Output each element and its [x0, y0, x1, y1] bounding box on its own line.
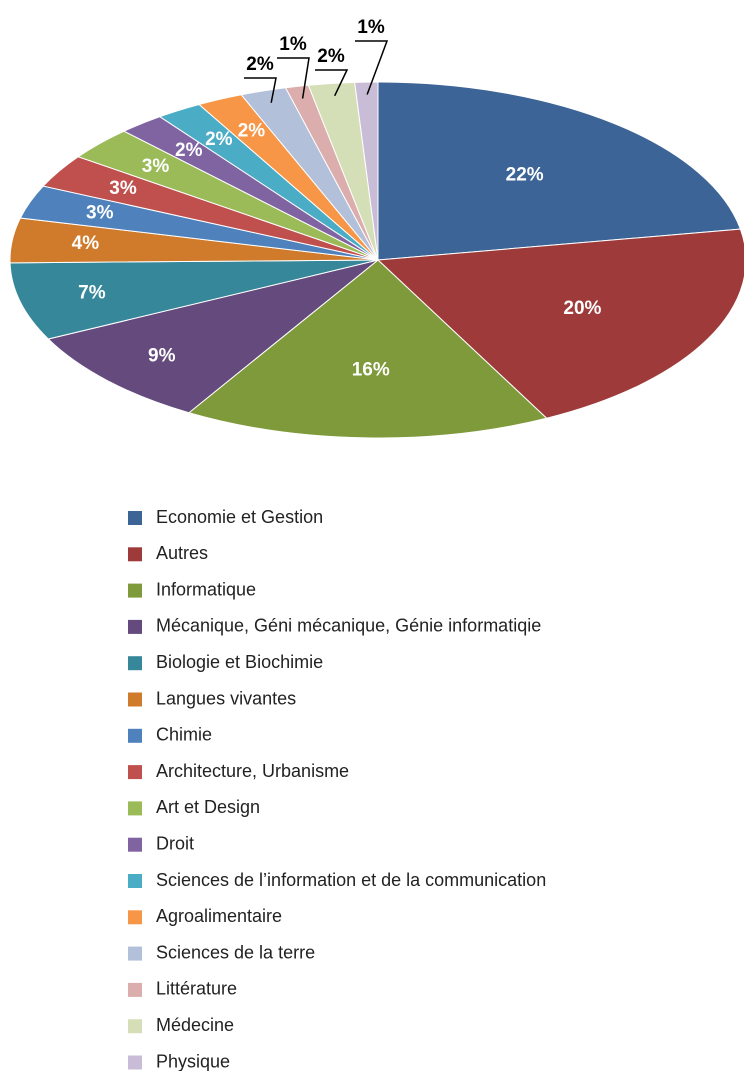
- legend-label: Droit: [156, 833, 194, 853]
- legend-swatch: [128, 982, 142, 997]
- legend-label: Sciences de l’information et de la commu…: [156, 870, 546, 890]
- data-label: 3%: [86, 202, 114, 223]
- data-label: 3%: [142, 156, 170, 177]
- legend-swatch: [128, 910, 142, 925]
- legend-label: Architecture, Urbanisme: [156, 761, 349, 781]
- leader-line: [315, 69, 349, 97]
- legend-label: Biologie et Biochimie: [156, 652, 323, 672]
- leader-line: [355, 40, 389, 95]
- legend-label: Sciences de la terre: [156, 942, 315, 962]
- legend-swatch: [128, 1055, 142, 1070]
- legend-swatch: [128, 583, 142, 598]
- legend-swatch: [128, 946, 142, 961]
- legend-swatch: [128, 1019, 142, 1034]
- data-label: 16%: [352, 359, 390, 380]
- legend-label: Physique: [156, 1051, 230, 1071]
- pie-slice: [376, 228, 744, 419]
- legend-label: Economie et Gestion: [156, 507, 323, 527]
- legend-label: Langues vivantes: [156, 688, 296, 708]
- legend-swatch: [128, 801, 142, 816]
- pie-slice: [47, 259, 379, 414]
- legend-swatch: [128, 511, 142, 525]
- pie-slice: [9, 259, 379, 340]
- legend-label: Médecine: [156, 1015, 234, 1035]
- data-label: 2%: [246, 54, 274, 75]
- data-label: 1%: [279, 34, 307, 55]
- data-label: 22%: [506, 164, 544, 185]
- data-label: 2%: [238, 120, 266, 141]
- legend-label: Agroalimentaire: [156, 906, 282, 926]
- legend-label: Mécanique, Géni mécanique, Génie informa…: [156, 616, 541, 636]
- legend-swatch: [128, 547, 142, 562]
- data-label: 9%: [148, 346, 176, 367]
- legend-label: Chimie: [156, 725, 212, 745]
- legend-swatch: [128, 692, 142, 707]
- legend-label: Autres: [156, 543, 208, 563]
- data-label: 20%: [563, 298, 601, 319]
- legend-swatch: [128, 874, 142, 888]
- pie-slice: [354, 81, 379, 261]
- legend-label: Informatique: [156, 579, 256, 599]
- legend-swatch: [128, 656, 142, 671]
- leader-line: [277, 57, 310, 99]
- legend-swatch: [128, 619, 142, 634]
- legend-label: Art et Design: [156, 797, 260, 817]
- pie-slice: [187, 259, 548, 439]
- pie-slice: [377, 81, 742, 261]
- data-label: 2%: [175, 140, 203, 161]
- leader-line: [244, 77, 277, 103]
- data-label: 7%: [78, 283, 106, 304]
- data-label: 2%: [317, 46, 345, 67]
- legend-swatch: [128, 728, 142, 743]
- legend-swatch: [128, 837, 142, 852]
- data-label: 3%: [109, 178, 137, 199]
- legend-swatch: [128, 765, 142, 780]
- data-label: 2%: [205, 129, 233, 150]
- data-label: 1%: [357, 17, 385, 38]
- legend-label: Littérature: [156, 979, 237, 999]
- data-label: 4%: [72, 233, 100, 254]
